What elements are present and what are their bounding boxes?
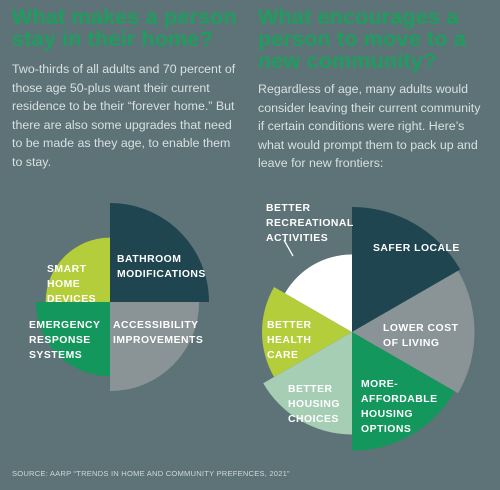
label-line: SYSTEMS (29, 350, 82, 361)
wedge-lower-cost-of-living (352, 270, 475, 394)
right-heading: What encourages a person to move to a ne… (258, 5, 467, 73)
left-body: Two-thirds of all adults and 70 percent … (12, 62, 236, 169)
label-accessibility-improvements: ACCESSIBILITY IMPROVEMENTS (113, 320, 203, 346)
wedge-smart-home-devices (45, 237, 110, 302)
label-line: MODIFICATIONS (117, 269, 206, 280)
label-line: DEVICES (47, 294, 96, 305)
wedge-more-affordable-housing-options (352, 332, 455, 451)
label-line: BETTER (266, 203, 311, 214)
recreational-callout-line (283, 239, 294, 257)
label-line: BETTER (288, 384, 333, 395)
label-emergency-response-systems: EMERGENCY RESPONSE SYSTEMS (29, 320, 100, 361)
label-line: HEALTH (267, 335, 311, 346)
label-line: ACTIVITIES (266, 233, 328, 244)
label-line: EMERGENCY (29, 320, 100, 331)
left-column: What makes a person stay in their home? … (12, 6, 240, 171)
label-smart-home-devices: SMART HOME DEVICES (47, 264, 96, 305)
label-better-housing-choices: BETTER HOUSING CHOICES (288, 384, 340, 425)
wedge-better-health-care (262, 287, 352, 377)
label-line: RESPONSE (29, 335, 91, 346)
label-bathroom-modifications: BATHROOM MODIFICATIONS (117, 254, 206, 280)
label-line: CARE (267, 350, 298, 361)
move-community-polar-chart: SAFER LOCALE LOWER COST OF LIVING MORE- AFFO… (262, 203, 475, 451)
label-better-recreational-activities: BETTER RECREATIONAL ACTIVITIES (266, 203, 354, 244)
label-line: CHOICES (288, 414, 339, 425)
label-better-health-care: BETTER HEALTH CARE (267, 320, 312, 361)
label-line: LOWER COST (383, 323, 459, 334)
label-line: AFFORDABLE (361, 394, 438, 405)
label-more-affordable-housing-options: MORE- AFFORDABLE HOUSING OPTIONS (361, 379, 438, 435)
wedge-better-housing-choices (263, 332, 352, 435)
wedge-bathroom-modifications (110, 203, 209, 302)
label-line: RECREATIONAL (266, 218, 354, 229)
label-line: OF LIVING (383, 338, 439, 349)
stay-home-polar-chart: BATHROOM MODIFICATIONS ACCESSIBILITY IMPROV… (29, 203, 209, 392)
wedge-safer-locale (352, 207, 461, 332)
wedge-accessibility-improvements (110, 302, 200, 392)
right-body: Regardless of age, many adults would con… (258, 82, 481, 170)
label-line: HOME (47, 279, 80, 290)
label-line: SMART (47, 264, 87, 275)
label-line: HOUSING (288, 399, 340, 410)
label-line: ACCESSIBILITY (113, 320, 199, 331)
label-line: OPTIONS (361, 424, 411, 435)
wedge-better-recreational-activities (284, 254, 352, 332)
right-column: What encourages a person to move to a ne… (258, 6, 490, 173)
source-note: SOURCE: AARP “TRENDS IN HOME AND COMMUNI… (12, 469, 290, 478)
label-line: BATHROOM (117, 254, 181, 265)
label-lower-cost-of-living: LOWER COST OF LIVING (383, 323, 459, 349)
label-line: SAFER LOCALE (373, 243, 460, 254)
label-line: MORE- (361, 379, 398, 390)
label-line: IMPROVEMENTS (113, 335, 203, 346)
label-line: BETTER (267, 320, 312, 331)
label-line: HOUSING (361, 409, 413, 420)
wedge-emergency-response-systems (35, 302, 110, 377)
label-safer-locale: SAFER LOCALE (373, 243, 460, 254)
left-heading: What makes a person stay in their home? (12, 5, 237, 51)
